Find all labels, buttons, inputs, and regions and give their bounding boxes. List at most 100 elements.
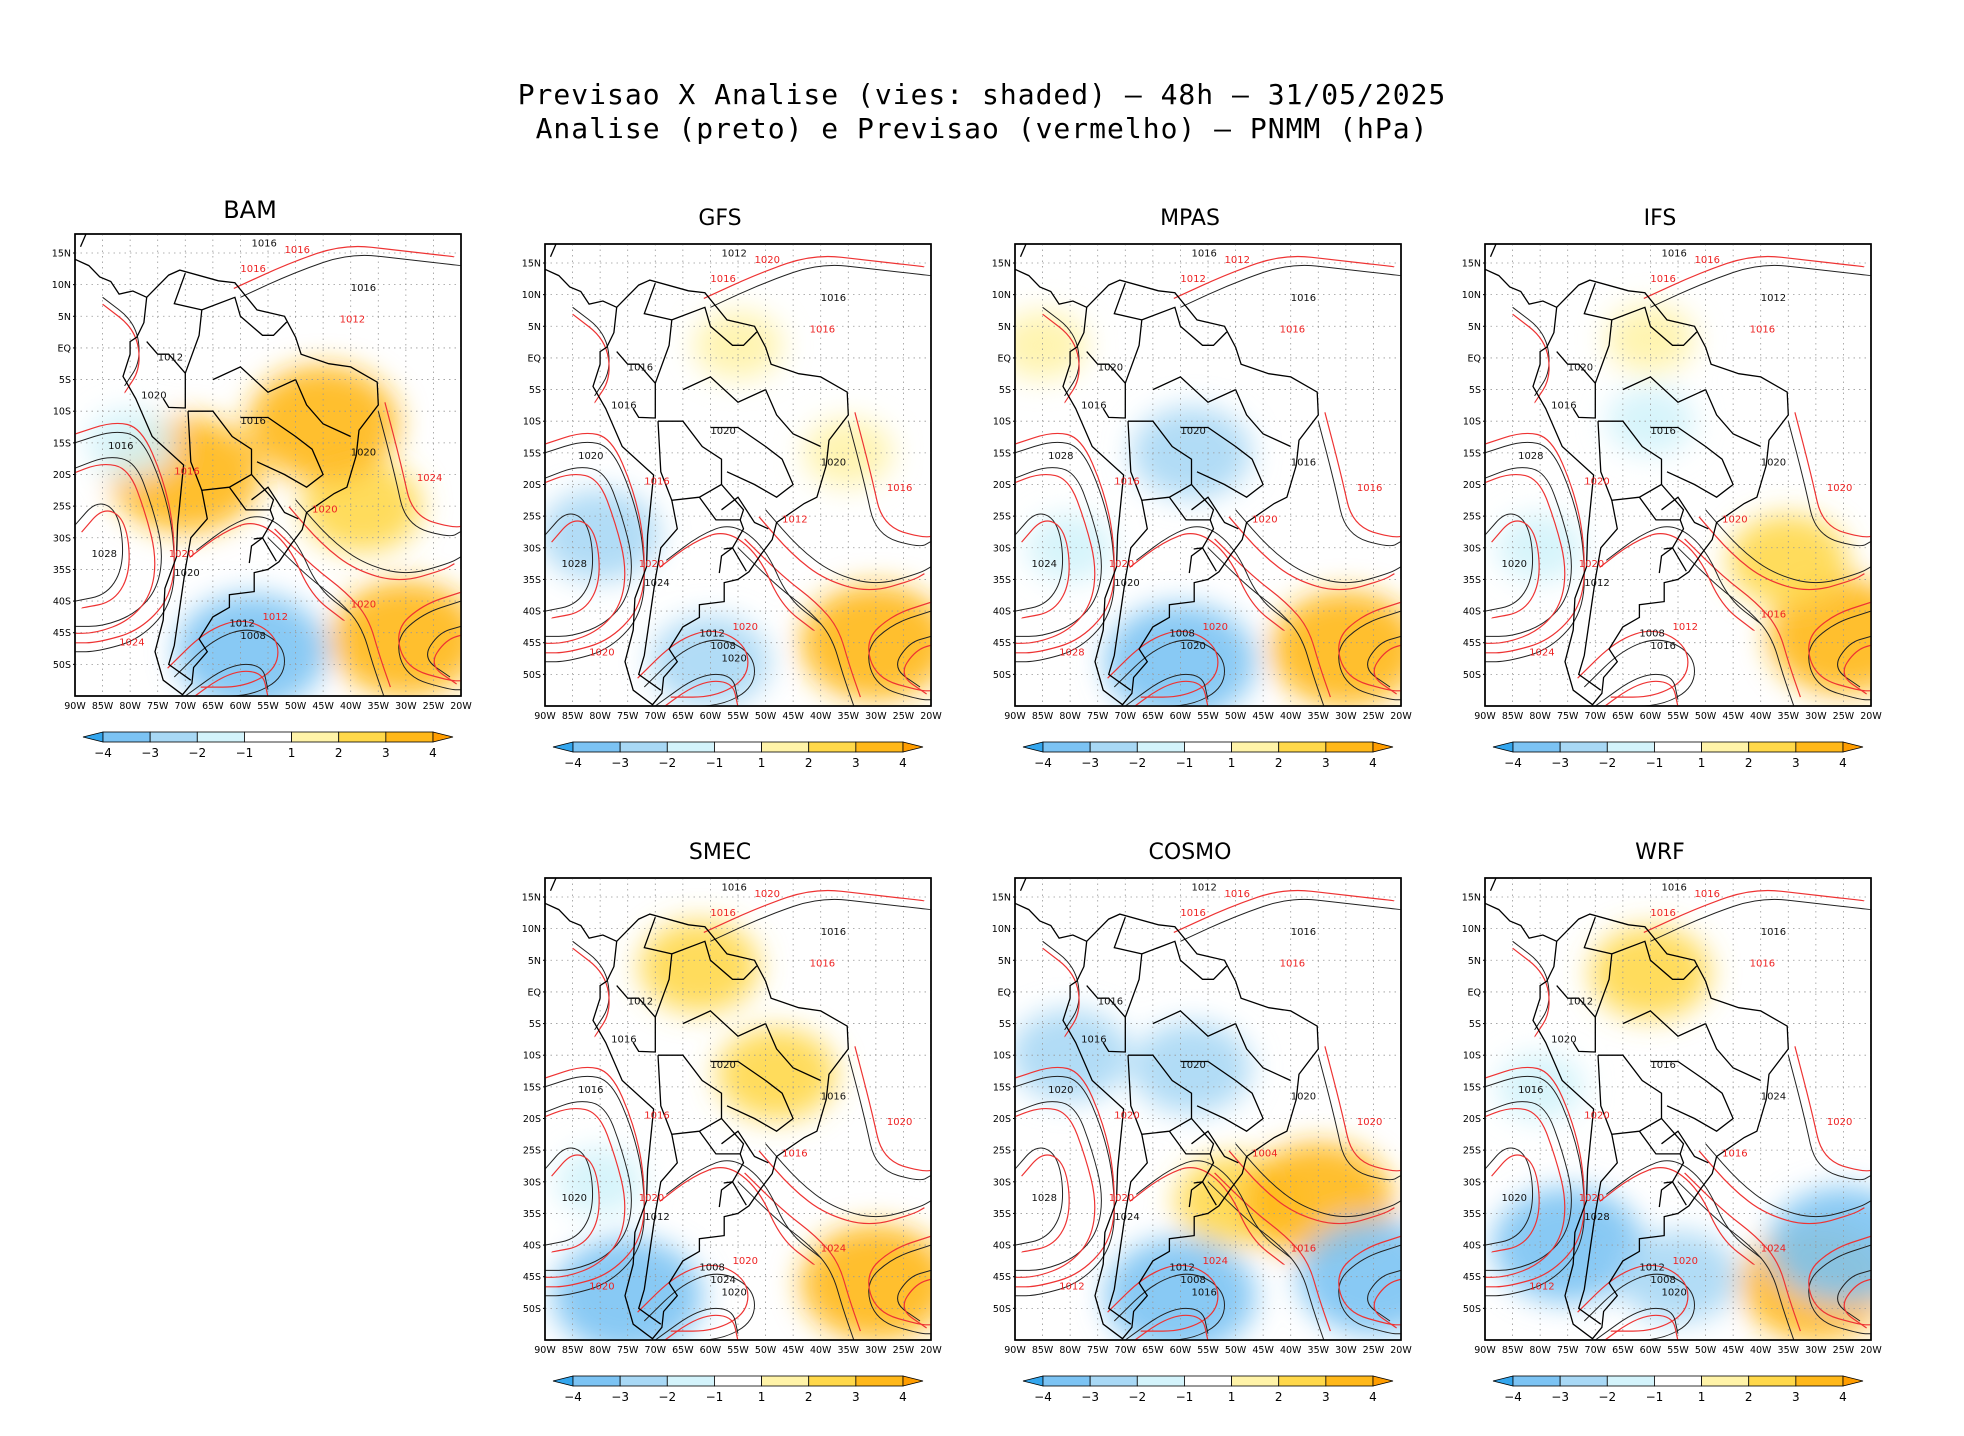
country-border <box>1611 306 1698 346</box>
south-america-coastline <box>1532 279 1789 706</box>
colorbar-tick-label: 1 <box>1698 1390 1706 1404</box>
country-border <box>1152 376 1236 403</box>
lat-tick-label: 40S <box>523 1241 541 1252</box>
country-border <box>212 366 296 393</box>
forecast-isobar <box>1324 1046 1401 1172</box>
forecast-contour-label: 1016 <box>1280 325 1305 336</box>
analysis-isobar <box>427 625 461 678</box>
country-border <box>632 916 673 1053</box>
country-border <box>1622 376 1706 403</box>
colorbar-segment <box>714 741 762 753</box>
map-border <box>1014 243 1402 707</box>
colorbar-tick-label: 1 <box>288 746 296 760</box>
analysis-isobar <box>75 457 162 627</box>
lat-tick-label: 15S <box>523 448 541 459</box>
lon-tick-label: 85W <box>562 711 584 722</box>
bias-blob <box>1298 1218 1401 1335</box>
lon-tick-label: 65W <box>1142 711 1164 722</box>
colorbar-segment <box>1701 1375 1750 1387</box>
forecast-isobar <box>1808 1235 1871 1326</box>
country-border <box>1168 484 1215 521</box>
forecast-isobar <box>663 1314 739 1340</box>
analysis-contour-label: 1016 <box>578 1085 603 1096</box>
lon-tick-label: 80W <box>1529 711 1551 722</box>
analysis-isobar <box>1650 264 1871 308</box>
lon-tick-label: 35W <box>368 701 390 712</box>
lat-tick-label: 5S <box>1469 385 1481 396</box>
lon-tick-label: 70W <box>1585 1345 1607 1356</box>
lat-tick-label: 15N <box>52 248 71 259</box>
lat-tick-label: 25S <box>993 512 1011 523</box>
lat-tick-label: 5N <box>528 956 541 967</box>
bias-blob <box>1105 603 1256 706</box>
forecast-contour-label: 1016 <box>240 264 265 275</box>
forecast-isobar <box>1021 520 1070 619</box>
south-america-coastline <box>1062 913 1319 1340</box>
analysis-isobar <box>1485 1147 1534 1246</box>
analysis-contour-label: 1016 <box>1191 249 1216 260</box>
lon-tick-label: 85W <box>1032 711 1054 722</box>
yucatan-coastline <box>1489 244 1497 257</box>
forecast-isobar <box>1794 412 1871 538</box>
lon-tick-label: 65W <box>202 701 224 712</box>
analysis-contour-label: 1016 <box>1661 883 1686 894</box>
colorbar-tick-label: 3 <box>852 756 860 770</box>
colorbar-segment <box>1654 741 1702 753</box>
lon-tick-label: 20W <box>920 1345 942 1356</box>
lon-tick-label: 60W <box>1640 711 1662 722</box>
country-border <box>1663 547 1687 572</box>
colorbar-segment <box>1701 741 1750 753</box>
colorbar-segment <box>1136 741 1185 753</box>
colorbar-segment <box>1231 1375 1280 1387</box>
lon-tick-label: 75W <box>1087 1345 1109 1356</box>
colorbar-segment <box>714 1375 762 1387</box>
analysis-contour-label: 1020 <box>562 1193 587 1204</box>
map-content: 1016 1012 1020 1016 1016 1020 1028 1020 1012 1008… <box>1485 244 1871 706</box>
forecast-contour-label: 1020 <box>1202 622 1227 633</box>
lon-tick-label: 35W <box>838 1345 860 1356</box>
forecast-contour-label: 1012 <box>262 612 287 623</box>
colorbar-segment <box>149 731 198 743</box>
forecast-isobar <box>1015 1107 1096 1278</box>
map-border <box>1014 877 1402 1341</box>
lon-tick-label: 25W <box>1833 1345 1855 1356</box>
country-border <box>698 1118 745 1155</box>
map-border <box>1484 877 1872 1341</box>
lat-tick-label: 30S <box>523 543 541 554</box>
colorbar-tick-label: −1 <box>706 756 724 770</box>
lat-tick-label: 40S <box>523 607 541 618</box>
lon-tick-label: 75W <box>1557 1345 1579 1356</box>
forecast-contour-label: 1020 <box>589 647 614 658</box>
colorbar-tick-label: −1 <box>1646 756 1664 770</box>
colorbar-tick-label: −1 <box>706 1390 724 1404</box>
lon-tick-label: 20W <box>450 701 472 712</box>
analysis-contour-label: 1020 <box>1180 426 1205 437</box>
lon-tick-label: 75W <box>617 1345 639 1356</box>
colorbar-tick-label: 4 <box>899 1390 907 1404</box>
forecast-isobar <box>1324 412 1401 538</box>
colorbar-tick-label: 2 <box>1745 1390 1753 1404</box>
lon-tick-label: 75W <box>1087 711 1109 722</box>
forecast-contour-label: 1020 <box>887 1117 912 1128</box>
lon-tick-label: 35W <box>838 711 860 722</box>
lon-tick-label: 35W <box>1308 711 1330 722</box>
lat-tick-label: 10S <box>993 1051 1011 1062</box>
country-border <box>723 1181 747 1206</box>
colorbar-segment <box>855 1375 904 1387</box>
graticule <box>1485 244 1871 706</box>
forecast-contour-label: 1024 <box>417 473 442 484</box>
forecast-contour-label: 1020 <box>351 599 376 610</box>
analysis-contour-label: 1024 <box>710 1275 735 1286</box>
analysis-contour-label: 1016 <box>1650 641 1675 652</box>
analysis-contour-label: 1020 <box>721 654 746 665</box>
central-america-coastline <box>545 268 617 308</box>
colorbar-left-arrow <box>552 1375 574 1387</box>
forecast-isobar <box>193 670 269 696</box>
lon-tick-label: 20W <box>1860 711 1882 722</box>
forecast-contour-label: 1016 <box>1695 255 1720 266</box>
lat-tick-label: 10N <box>992 924 1011 935</box>
analysis-contour-label: 1020 <box>1180 1060 1205 1071</box>
lat-tick-label: 45S <box>1463 638 1481 649</box>
lat-tick-label: 30S <box>523 1177 541 1188</box>
analysis-isobar <box>1015 467 1102 637</box>
